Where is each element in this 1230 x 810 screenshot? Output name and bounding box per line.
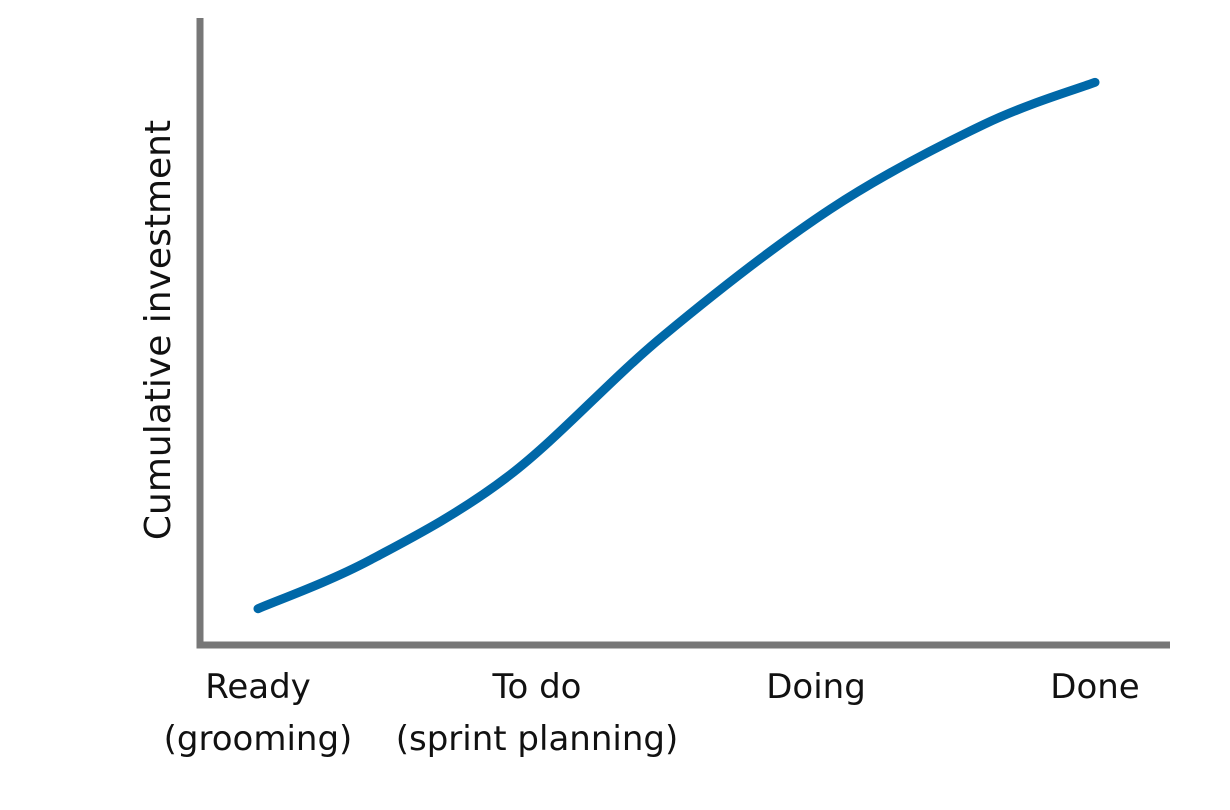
y-axis-label: Cumulative investment xyxy=(138,120,179,540)
x-tick-labels: Ready (grooming) To do (sprint planning) Doi… xyxy=(164,667,1140,759)
series-line-0 xyxy=(253,77,1100,614)
axes xyxy=(196,18,1170,649)
x-tick-label-1: To do xyxy=(492,667,582,707)
x-tick-label-0: Ready xyxy=(205,667,311,707)
series-layer xyxy=(253,77,1100,614)
x-tick-sublabel-0: (grooming) xyxy=(164,719,353,759)
x-tick-label-3: Done xyxy=(1050,667,1139,707)
x-tick-sublabel-1: (sprint planning) xyxy=(396,719,678,759)
x-tick-label-2: Doing xyxy=(766,667,866,707)
